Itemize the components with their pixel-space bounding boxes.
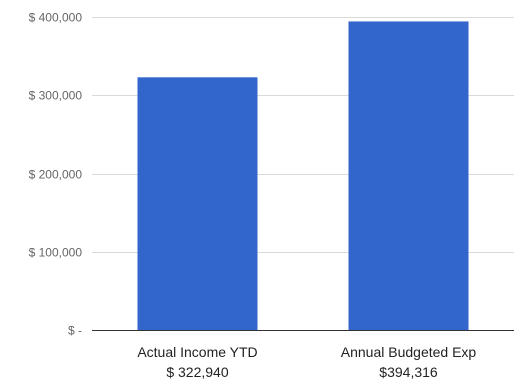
y-tick-label: $ 100,000 [29, 246, 83, 260]
x-category-label: Annual Budgeted Exp [341, 344, 477, 360]
bar-2 [348, 21, 469, 331]
y-tick-label: $ 300,000 [29, 89, 83, 103]
x-category-label: Actual Income YTD [137, 344, 257, 360]
x-category-label: $394,316 [379, 364, 438, 380]
y-axis-ticks: $ - $ 100,000 $ 200,000 $ 300,000 $ 400,000 [29, 11, 83, 338]
x-axis-labels: Actual Income YTD $ 322,940 Annual Budgete… [137, 344, 476, 380]
y-tick-label: $ 200,000 [29, 168, 83, 182]
x-category-label: $ 322,940 [166, 364, 228, 380]
bar-1 [137, 77, 258, 330]
bars [137, 21, 469, 331]
y-tick-label: $ 400,000 [29, 11, 83, 25]
y-tick-label: $ - [68, 324, 82, 338]
